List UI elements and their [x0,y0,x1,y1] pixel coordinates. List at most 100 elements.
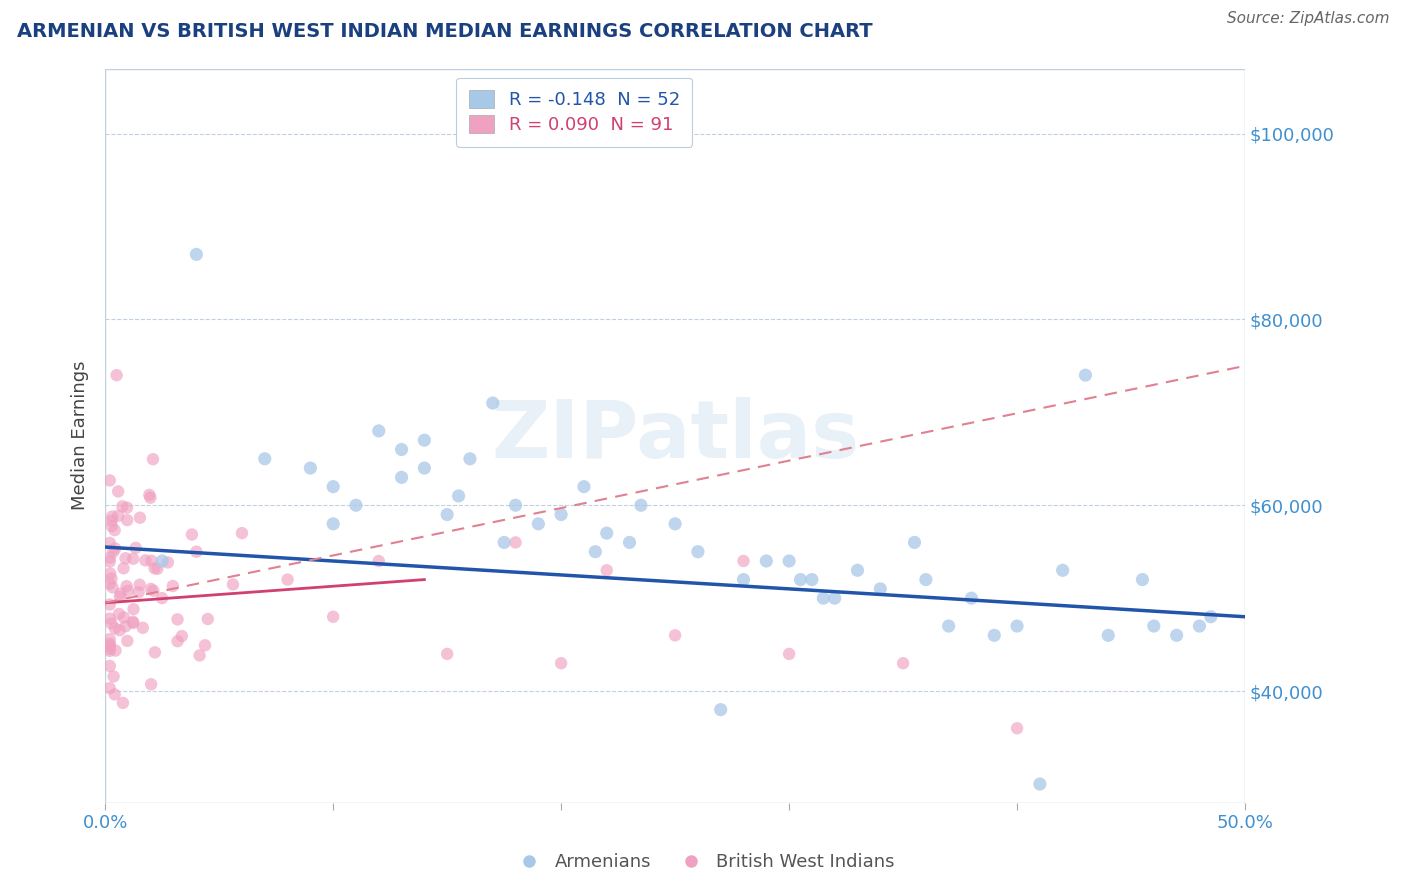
Point [447,489,470,503]
Point [505,535,527,549]
Point [813,591,835,606]
Point [1132,573,1154,587]
Point [139,677,162,691]
Point [983,628,1005,642]
Point [824,591,846,606]
Point [103,669,125,683]
Point [166,634,188,648]
Point [122,615,145,630]
Point [98,598,121,612]
Point [128,578,150,592]
Point [108,607,131,621]
Point [322,480,344,494]
Point [104,523,127,537]
Point [98,474,121,488]
Point [194,638,217,652]
Point [186,247,208,261]
Point [1052,563,1074,577]
Point [101,580,124,594]
Point [108,590,131,604]
Point [122,551,145,566]
Point [188,648,211,663]
Point [100,514,122,528]
Y-axis label: Median Earnings: Median Earnings [72,360,89,510]
Point [664,516,686,531]
Point [138,488,160,502]
Point [664,628,686,642]
Point [98,642,121,657]
Point [100,519,122,533]
Point [755,554,778,568]
Point [170,629,193,643]
Point [98,566,121,581]
Point [733,573,755,587]
Point [107,508,129,523]
Point [150,591,173,606]
Point [128,585,150,599]
Point [107,484,129,499]
Point [458,451,481,466]
Point [596,563,619,577]
Point [139,582,162,596]
Point [115,579,138,593]
Point [686,545,709,559]
Point [413,434,436,448]
Point [111,696,134,710]
Point [322,609,344,624]
Point [117,583,139,598]
Point [1097,628,1119,642]
Point [141,554,163,568]
Point [391,442,413,457]
Point [146,562,169,576]
Point [915,573,938,587]
Point [143,645,166,659]
Point [1074,368,1097,383]
Point [481,396,503,410]
Point [322,516,344,531]
Point [142,583,165,598]
Point [789,573,811,587]
Point [846,563,869,577]
Point [222,577,245,591]
Point [413,461,436,475]
Point [891,657,914,671]
Point [100,572,122,586]
Point [128,510,150,524]
Point [122,615,145,629]
Point [1199,609,1222,624]
Point [156,556,179,570]
Point [299,461,322,475]
Point [125,541,148,555]
Point [111,500,134,514]
Text: ARMENIAN VS BRITISH WEST INDIAN MEDIAN EARNINGS CORRELATION CHART: ARMENIAN VS BRITISH WEST INDIAN MEDIAN E… [17,22,873,41]
Point [98,577,121,591]
Point [98,637,121,651]
Point [1166,628,1188,642]
Point [108,624,131,638]
Point [800,573,823,587]
Point [1143,619,1166,633]
Point [150,554,173,568]
Point [143,561,166,575]
Point [186,545,208,559]
Point [778,554,800,568]
Point [277,573,299,587]
Point [550,657,572,671]
Point [104,643,127,657]
Point [104,541,127,556]
Text: Source: ZipAtlas.com: Source: ZipAtlas.com [1226,11,1389,26]
Point [98,554,121,568]
Point [197,612,219,626]
Point [98,550,121,565]
Point [134,553,156,567]
Point [98,681,121,696]
Point [162,579,184,593]
Legend: Armenians, British West Indians: Armenians, British West Indians [505,847,901,879]
Point [104,687,127,701]
Point [180,527,202,541]
Point [367,424,389,438]
Point [572,480,595,494]
Point [938,619,960,633]
Point [231,526,253,541]
Point [869,582,891,596]
